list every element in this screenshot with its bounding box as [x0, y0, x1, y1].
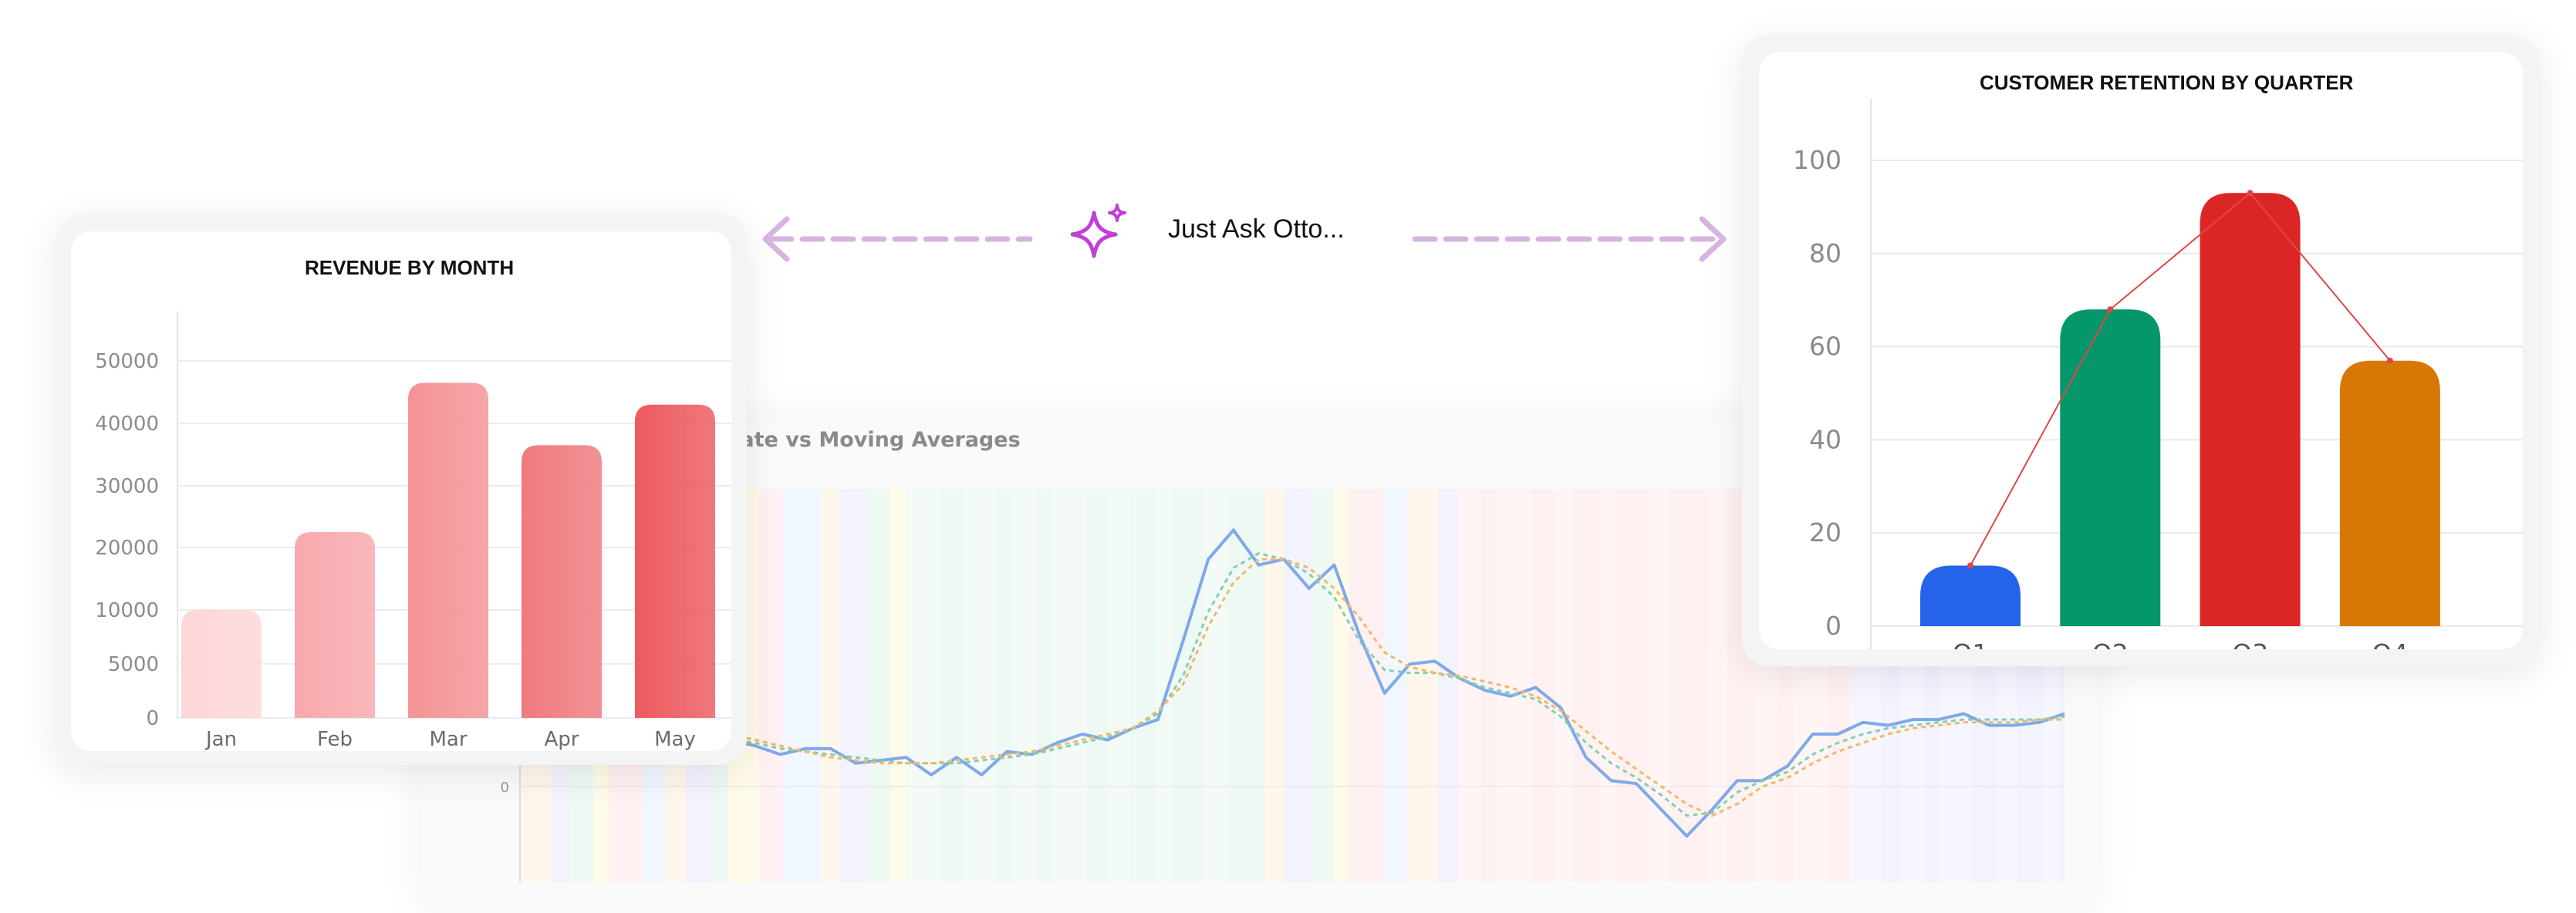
regime-band [1480, 489, 1496, 882]
line-series-3 [729, 558, 2065, 817]
retention-bar-q1 [1920, 565, 2021, 626]
retention-x-tick-label: Q3 [2232, 638, 2268, 649]
regime-band [890, 489, 906, 882]
regime-band [940, 489, 964, 882]
revenue-y-tick-label: 20000 [95, 537, 159, 560]
retention-x-tick-label: Q2 [2092, 638, 2129, 649]
revenue-y-tick-label: 50000 [95, 350, 159, 373]
retention-trend-line [1970, 191, 2391, 566]
revenue-x-tick-label: Feb [317, 728, 353, 751]
revenue-y-tick-label: 30000 [95, 475, 159, 498]
regime-band [1708, 489, 1727, 882]
regime-band [1284, 489, 1311, 882]
regime-band [759, 489, 782, 882]
regime-band [1438, 489, 1457, 882]
retention-x-tick-label: Q1 [1953, 638, 1989, 649]
regime-band [1110, 489, 1129, 882]
retention-y-tick-label: 100 [1793, 145, 1842, 175]
regime-band [1172, 489, 1203, 882]
regime-band [1014, 489, 1037, 882]
revenue-chart-panel: REVENUE BY MONTH 0 5000 10000 20000 30000 400… [71, 231, 731, 751]
regime-band [906, 489, 940, 882]
revenue-bar-feb [295, 532, 375, 718]
regime-band [1384, 489, 1407, 882]
regime-band [1573, 489, 1600, 882]
regime-band [782, 489, 821, 882]
revenue-x-tick-label: Apr [545, 728, 579, 751]
regime-band [1531, 489, 1554, 882]
revenue-chart-title: REVENUE BY MONTH [305, 256, 515, 279]
regime-band [821, 489, 840, 882]
regime-band [1407, 489, 1438, 882]
regime-band [1264, 489, 1284, 882]
regime-band [1646, 489, 1670, 882]
revenue-chart-card: REVENUE BY MONTH 0 5000 10000 20000 30000 400… [56, 214, 747, 765]
revenue-bar-chart: 0 5000 10000 20000 30000 40000 50000 Jan Feb Mar A… [95, 312, 731, 751]
regime-band [994, 489, 1014, 882]
revenue-x-tick-label: Jan [204, 728, 237, 751]
retention-trend-point [2386, 357, 2393, 364]
regime-band [1052, 489, 1087, 882]
revenue-y-tick-label: 40000 [95, 413, 159, 436]
retention-bar-q3 [2200, 193, 2301, 626]
regime-band [1349, 489, 1384, 882]
revenue-y-tick-label: 0 [146, 707, 159, 730]
retention-trend-point [2107, 306, 2114, 313]
revenue-y-tick-label: 10000 [95, 599, 159, 622]
regime-band [1600, 489, 1615, 882]
regime-band [2059, 489, 2065, 882]
just-ask-otto-prompt[interactable]: Just Ask Otto... [1168, 214, 1345, 244]
regime-band [840, 489, 867, 882]
revenue-bar-apr [522, 445, 602, 718]
retention-x-tick-label: Q4 [2372, 638, 2408, 649]
revenue-x-tick-label: May [654, 728, 696, 751]
regime-band [1156, 489, 1172, 882]
regime-band [1203, 489, 1226, 882]
retention-y-tick-label: 20 [1809, 517, 1842, 547]
retention-y-tick-label: 40 [1809, 424, 1842, 454]
right-dashed-arrow [1412, 216, 1727, 262]
retention-y-tick-label: 0 [1825, 611, 1842, 641]
regime-band [1311, 489, 1334, 882]
revenue-x-tick-label: Mar [429, 728, 467, 751]
revenue-bar-mar [408, 382, 488, 718]
line-series-2 [729, 552, 2065, 817]
regime-band [1554, 489, 1573, 882]
regime-band [1087, 489, 1110, 882]
revenue-y-tick-label: 5000 [108, 653, 159, 676]
retention-y-tick-label: 80 [1809, 238, 1842, 268]
regime-band [1037, 489, 1052, 882]
retention-bar-q2 [2060, 309, 2161, 626]
left-dashed-arrow [762, 216, 1033, 262]
retention-chart-title: CUSTOMER RETENTION BY QUARTER [1980, 71, 2354, 94]
revenue-bar-jan [181, 610, 262, 718]
retention-chart-card: CUSTOMER RETENTION BY QUARTER 0 20 40 60 80 1… [1742, 35, 2540, 666]
retention-y-tick-label: 60 [1809, 332, 1842, 362]
regime-band [867, 489, 890, 882]
regime-band [1334, 489, 1349, 882]
regime-band [1615, 489, 1646, 882]
regime-band [1129, 489, 1156, 882]
retention-chart-panel: CUSTOMER RETENTION BY QUARTER 0 20 40 60 80 1… [1759, 52, 2523, 649]
retention-bar-chart: 0 20 40 60 80 100 Q1 Q2 Q3 Q4 [1793, 99, 2523, 649]
retention-trend-point [2247, 190, 2254, 197]
revenue-bar-may [635, 404, 715, 718]
regime-band [964, 489, 994, 882]
line-series-1 [729, 528, 2065, 838]
regime-band [1496, 489, 1531, 882]
moving-averages-chart-title: h Rate vs Moving Averages [702, 428, 1021, 452]
retention-bar-q4 [2339, 360, 2440, 626]
sparkle-icon [1071, 204, 1126, 258]
line-chart-y-tick-label: 0 [501, 780, 509, 796]
retention-trend-point [1967, 562, 1973, 569]
